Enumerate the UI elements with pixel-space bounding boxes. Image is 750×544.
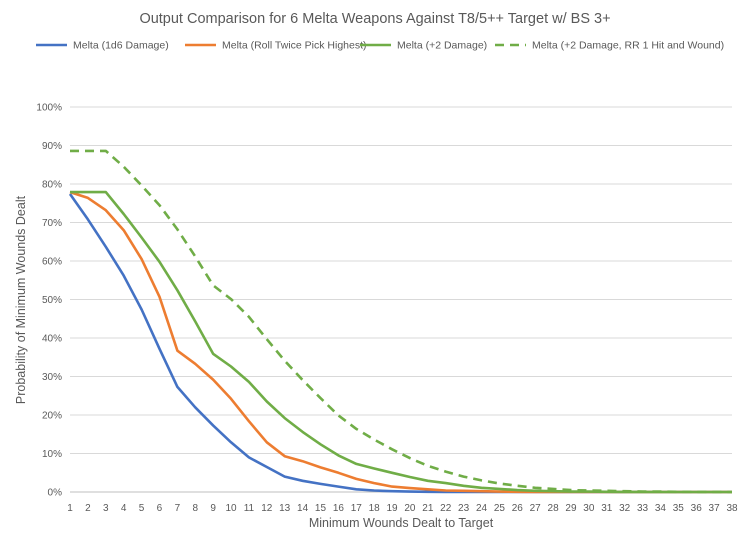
x-tick-label: 4 [121,503,127,514]
x-tick-label: 22 [440,503,452,514]
x-tick-label: 3 [103,503,109,514]
x-tick-label: 30 [583,503,595,514]
x-tick-label: 7 [175,503,181,514]
x-tick-label: 28 [548,503,560,514]
y-tick-label: 100% [36,103,62,114]
y-tick-label: 50% [42,295,62,306]
legend-label-2: Melta (Roll Twice Pick Highest) [222,40,367,52]
y-tick-label: 70% [42,218,62,229]
y-axis-ticks: 0% 10% 20% 30% 40% 50% 60% 70% 80% 90% 100% [36,103,62,499]
x-tick-label: 25 [494,503,506,514]
x-tick-label: 5 [139,503,145,514]
y-axis-title: Probability of Minimum Wounds Dealt [14,195,28,404]
x-tick-label: 11 [244,503,255,514]
x-tick-label: 34 [655,503,667,514]
gridlines [70,106,732,454]
x-tick-label: 36 [691,503,703,514]
x-tick-label: 2 [85,503,91,514]
legend-label-4: Melta (+2 Damage, RR 1 Hit and Wound) [532,40,724,52]
y-tick-label: 30% [42,372,62,383]
legend-label-1: Melta (1d6 Damage) [73,40,169,52]
x-tick-label: 35 [673,503,685,514]
y-tick-label: 0% [48,488,63,499]
x-tick-label: 20 [404,503,416,514]
x-tick-label: 29 [565,503,577,514]
x-tick-label: 21 [422,503,434,514]
y-tick-label: 90% [42,141,62,152]
plot-series [68,149,733,494]
series-line-1 [68,193,732,494]
x-tick-label: 23 [458,503,470,514]
x-tick-label: 38 [726,503,738,514]
x-tick-label: 12 [261,503,273,514]
series-line-2 [69,190,732,494]
x-tick-label: 26 [512,503,524,514]
y-tick-label: 40% [42,334,62,345]
x-tick-label: 10 [225,503,237,514]
legend-label-3: Melta (+2 Damage) [397,40,487,52]
series-line-3 [70,190,732,494]
x-tick-label: 15 [315,503,327,514]
series-line-4 [70,149,733,494]
x-tick-label: 18 [369,503,381,514]
x-tick-label: 19 [386,503,398,514]
x-tick-label: 9 [210,503,216,514]
chart-title: Output Comparison for 6 Melta Weapons Ag… [139,11,610,27]
x-tick-label: 14 [297,503,309,514]
x-tick-label: 31 [601,503,613,514]
x-tick-label: 16 [333,503,345,514]
x-tick-label: 24 [476,503,488,514]
x-tick-label: 1 [67,503,73,514]
x-axis-title: Minimum Wounds Dealt to Target [309,516,494,530]
x-tick-label: 6 [157,503,163,514]
y-tick-label: 80% [42,180,62,191]
x-tick-label: 32 [619,503,631,514]
x-axis-ticks: 1 2 3 4 5 6 7 8 9 10 11 12 13 14 15 16 17 18 19 20 21 22 23 24 2… [67,503,738,514]
y-tick-label: 60% [42,257,62,268]
y-tick-label: 20% [42,411,62,422]
y-tick-label: 10% [42,449,62,460]
x-tick-label: 33 [637,503,649,514]
x-tick-label: 17 [351,503,363,514]
x-tick-label: 13 [279,503,291,514]
x-tick-label: 27 [530,503,542,514]
x-tick-label: 37 [709,503,721,514]
x-tick-label: 8 [192,503,198,514]
legend: Melta (1d6 Damage) Melta (Roll Twice Pick… [36,40,724,52]
